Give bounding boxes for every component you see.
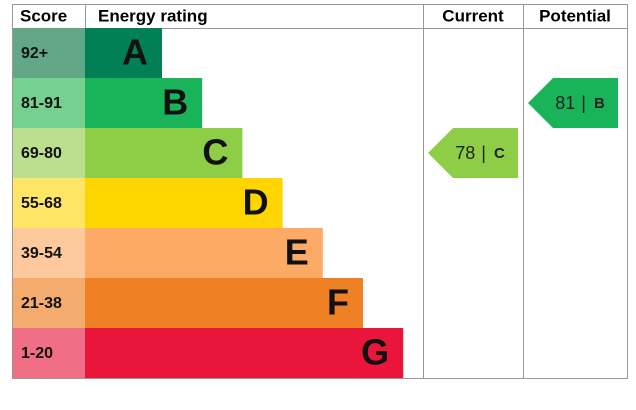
- current-arrow: [428, 128, 518, 178]
- score-cell: [13, 178, 85, 228]
- score-cell: [13, 228, 85, 278]
- rating-bar: [85, 278, 363, 328]
- score-label: 55-68: [21, 195, 62, 212]
- potential-value: 81: [555, 93, 575, 113]
- score-label: 81-91: [21, 95, 62, 112]
- frame: [12, 4, 628, 379]
- separator: |: [481, 143, 486, 163]
- score-label: 21-38: [21, 295, 62, 312]
- score-cell: [13, 128, 85, 178]
- header-score: Score: [20, 6, 67, 25]
- separator: |: [581, 93, 586, 113]
- score-label: 1-20: [21, 345, 53, 362]
- potential-band: B: [594, 95, 605, 112]
- header-potential: Potential: [539, 6, 611, 25]
- score-label: 92+: [21, 45, 48, 62]
- band-letter: C: [202, 132, 228, 173]
- band-letter: E: [285, 232, 309, 273]
- rating-bar: [85, 228, 323, 278]
- score-label: 69-80: [21, 145, 62, 162]
- score-label: 39-54: [21, 245, 62, 262]
- rating-bar: [85, 128, 243, 178]
- rating-bar: [85, 328, 404, 378]
- band-letter: G: [361, 332, 389, 373]
- score-cell: [13, 328, 85, 378]
- band-letter: A: [122, 32, 148, 73]
- rating-bar: [85, 78, 203, 128]
- current-band: C: [494, 145, 505, 162]
- band-letter: D: [243, 182, 269, 223]
- rating-bar: [85, 178, 283, 228]
- score-cell: [13, 78, 85, 128]
- score-cell: [13, 28, 85, 78]
- band-letter: B: [162, 82, 188, 123]
- score-cell: [13, 278, 85, 328]
- potential-arrow: [528, 78, 618, 128]
- potential-label: 81 | B: [555, 93, 605, 113]
- band-letter: F: [327, 282, 349, 323]
- grid: [12, 4, 628, 379]
- current-label: 78 | C: [455, 143, 505, 163]
- header-current: Current: [442, 6, 504, 25]
- header-rating: Energy rating: [98, 6, 208, 25]
- rating-bar: [85, 28, 162, 78]
- current-value: 78: [455, 143, 475, 163]
